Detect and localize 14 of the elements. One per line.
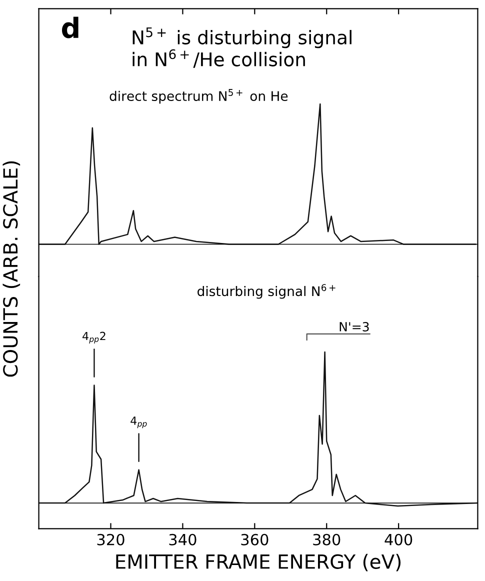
text: disturbing signal N$^{6+}$: [198, 284, 336, 299]
chart-title: N$^{5+}$ is disturbing signal in N$^{6+}$/He collision: [132, 27, 352, 68]
x-tick-label: 340: [169, 534, 196, 546]
text: d: [62, 16, 78, 38]
text: N'=3: [340, 322, 369, 332]
annotation: 4$_{pp}$2: [82, 332, 106, 344]
x-tick-label: 320: [97, 534, 124, 546]
x-tick-label: 400: [384, 534, 412, 546]
x-tick-label: 380: [313, 534, 340, 546]
y-axis-title: COUNTS (ARB. SCALE): [2, 161, 20, 377]
annotation: 4$_{pp}$: [130, 416, 147, 428]
x-axis-title: EMITTER FRAME ENERGY (eV): [116, 554, 401, 572]
text: direct spectrum N$^{5+}$ on He: [110, 89, 288, 104]
x-tick-label: 360: [241, 534, 268, 546]
